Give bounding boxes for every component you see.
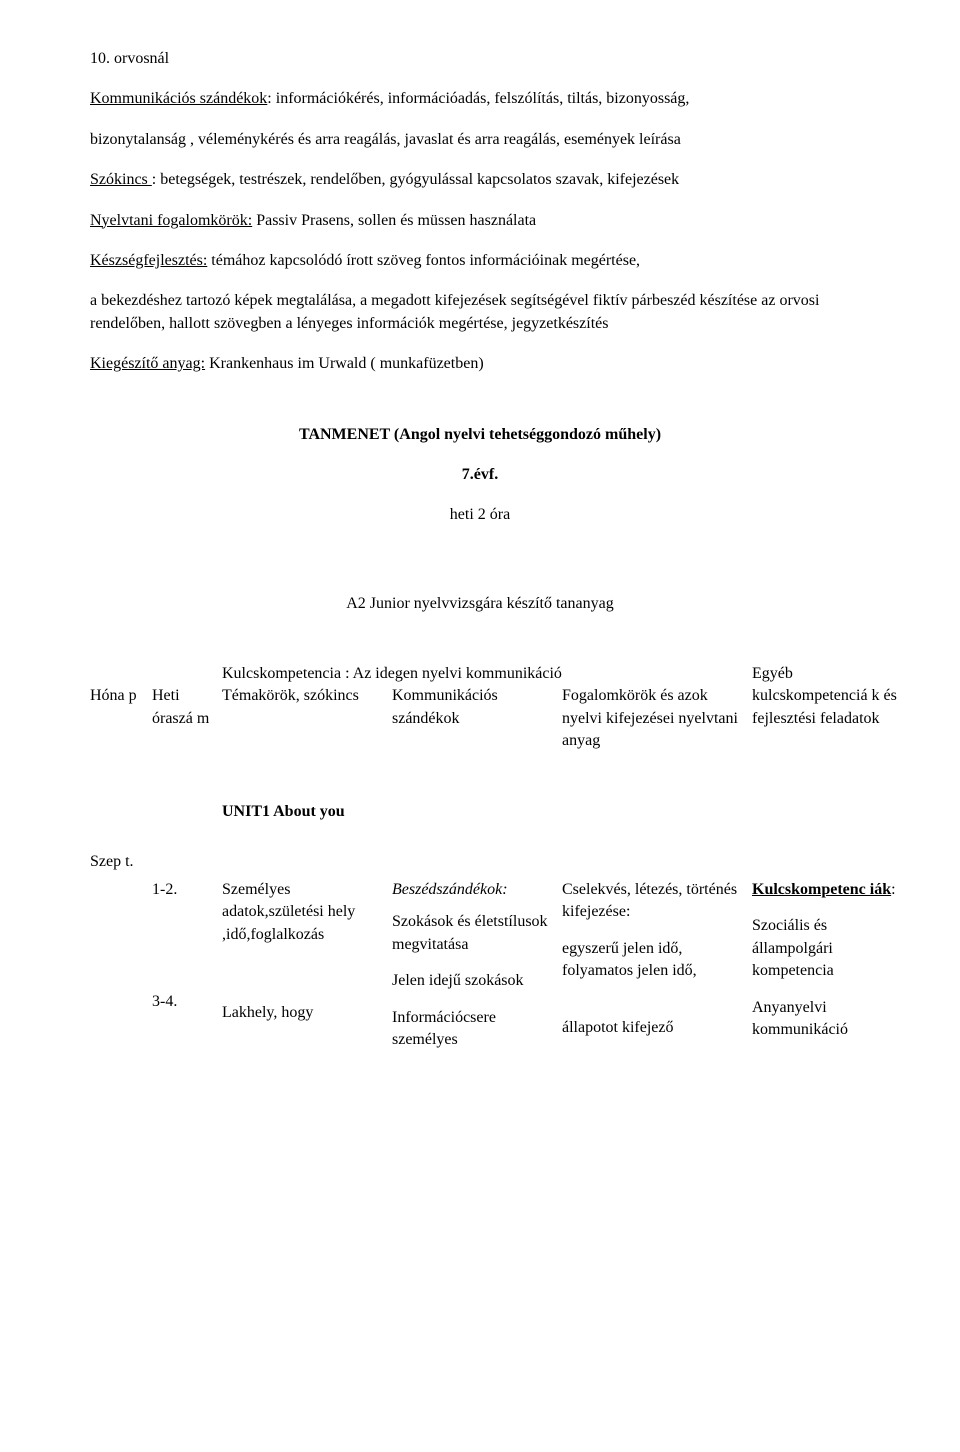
- unit1-topics-1: Személyes adatok,születési hely ,idő,fog…: [222, 879, 386, 946]
- header-kulcskompetencia: Kulcskompetencia : Az idegen nyelvi komm…: [222, 665, 562, 682]
- curriculum-header-table: Kulcskompetencia : Az idegen nyelvi komm…: [90, 663, 910, 753]
- header-hours: Heti óraszá m: [152, 685, 216, 730]
- unit1-gram-2: egyszerű jelen idő, folyamatos jelen idő…: [562, 938, 746, 983]
- section-heading: 10. orvosnál: [90, 48, 870, 70]
- text: témához kapcsolódó írott szöveg fontos i…: [207, 252, 640, 269]
- text: Passiv Prasens, sollen és müssen használ…: [252, 212, 536, 229]
- tanmenet-hours: heti 2 óra: [90, 504, 870, 526]
- unit1-body-table: Szep t. 1-2. 3-4. Személyes adatok,szüle…: [90, 851, 910, 1051]
- header-grammar: Fogalomkörök és azok nyelvi kifejezései …: [562, 685, 746, 752]
- tanmenet-title: TANMENET (Angol nyelvi tehetséggondozó m…: [90, 424, 870, 446]
- label-komm-szandekok: Kommunikációs szándékok: [90, 90, 267, 107]
- paragraph: Készségfejlesztés: témához kapcsolódó ír…: [90, 250, 870, 272]
- unit1-hours-2: 3-4.: [152, 991, 216, 1013]
- text: Krankenhaus im Urwald ( munkafüzetben): [205, 355, 484, 372]
- tanmenet-grade: 7.évf.: [90, 464, 870, 486]
- header-month: Hóna p: [90, 685, 146, 707]
- header-other: Egyéb kulcskompetenciá k és fejlesztési …: [752, 663, 904, 730]
- header-comm: Kommunikációs szándékok: [392, 685, 556, 730]
- paragraph: bizonytalanság , véleménykérés és arra r…: [90, 129, 870, 151]
- header-topics: Témakörök, szókincs: [222, 685, 386, 707]
- unit1-other-1: Szociális és állampolgári kompetencia: [752, 915, 904, 982]
- unit1-gram-1: Cselekvés, létezés, történés kifejezése:: [562, 879, 746, 924]
- unit1-month: Szep t.: [90, 851, 146, 873]
- paragraph: Szókincs : betegségek, testrészek, rende…: [90, 169, 870, 191]
- paragraph: Kommunikációs szándékok: információkérés…: [90, 88, 870, 110]
- paragraph: Nyelvtani fogalomkörök: Passiv Prasens, …: [90, 210, 870, 232]
- label-keszseg: Készségfejlesztés:: [90, 252, 207, 269]
- unit1-topics-2: Lakhely, hogy: [222, 1002, 386, 1024]
- unit1-other-label-wrap: Kulcskompetenc iák:: [752, 879, 904, 901]
- unit1-comm-label: Beszédszándékok:: [392, 879, 556, 901]
- label-szokincs: Szókincs: [90, 171, 152, 188]
- label-kiegeszito: Kiegészítő anyag:: [90, 355, 205, 372]
- text: : betegségek, testrészek, rendelőben, gy…: [152, 171, 679, 188]
- tanmenet-material: A2 Junior nyelvvizsgára készítő tananyag: [90, 593, 870, 615]
- unit1-hours-1: 1-2.: [152, 879, 216, 901]
- paragraph: Kiegészítő anyag: Krankenhaus im Urwald …: [90, 353, 870, 375]
- unit1-other-2: Anyanyelvi kommunikáció: [752, 997, 904, 1042]
- unit1-comm-2: Jelen idejű szokások: [392, 970, 556, 992]
- text: : információkérés, információadás, felsz…: [267, 90, 689, 107]
- unit1-other-colon: :: [891, 881, 895, 898]
- unit1-comm-1: Szokások és életstílusok megvitatása: [392, 911, 556, 956]
- unit1-gram-3: állapotot kifejező: [562, 1017, 746, 1039]
- unit1-table: UNIT1 About you: [90, 801, 910, 823]
- unit1-other-label: Kulcskompetenc iák: [752, 881, 891, 898]
- label-nyelvtani: Nyelvtani fogalomkörök:: [90, 212, 252, 229]
- paragraph: a bekezdéshez tartozó képek megtalálása,…: [90, 290, 870, 335]
- unit1-comm-3: Információcsere személyes: [392, 1007, 556, 1052]
- unit1-title: UNIT1 About you: [222, 803, 345, 820]
